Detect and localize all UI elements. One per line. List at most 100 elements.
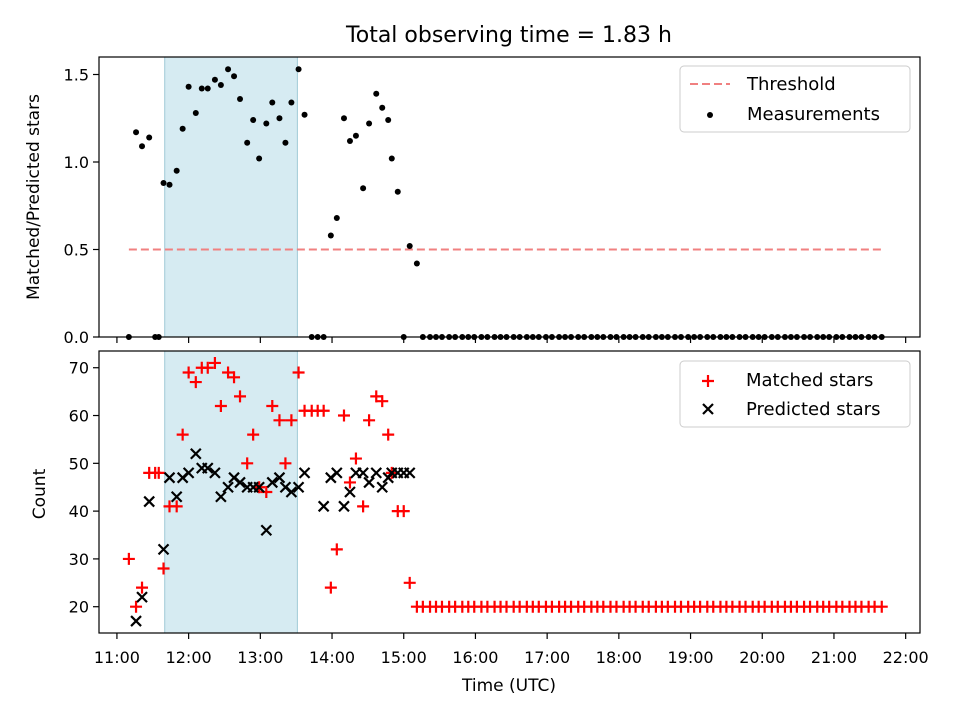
top-y-tick-label: 1.0: [64, 153, 89, 172]
x-tick-label: 14:00: [309, 648, 355, 667]
matched-star-point: [349, 452, 362, 465]
bottom-legend: Matched stars Predicted stars: [679, 360, 911, 428]
x-tick-label: 22:00: [883, 648, 929, 667]
measurement-point: [352, 132, 359, 139]
bottom-y-axis-label: Count: [30, 468, 50, 519]
matched-star-point: [136, 581, 149, 594]
matched-star-point: [130, 600, 143, 613]
shaded-intervals: [164, 56, 298, 634]
matched-star-point: [273, 414, 286, 427]
x-tick-label: 21:00: [811, 648, 857, 667]
measurement-point: [173, 167, 180, 174]
legend-threshold-label: Threshold: [746, 74, 836, 95]
measurement-point: [204, 85, 211, 92]
predicted-star-point: [317, 500, 330, 513]
measurement-point: [360, 185, 367, 192]
predicted-star-point: [376, 481, 389, 493]
matched-star-point: [152, 466, 165, 479]
measurement-point: [301, 111, 308, 118]
bottom-legend-box: [679, 360, 911, 428]
matched-star-point: [122, 552, 135, 565]
predicted-star-point: [370, 467, 383, 479]
measurement-point: [295, 66, 302, 73]
shaded-interval-bottom: [164, 350, 298, 634]
predicted-star-point: [338, 500, 350, 513]
measurement-point: [211, 76, 218, 83]
measurement-point: [231, 73, 238, 80]
matched-star-point: [201, 361, 214, 374]
matched-stars-series: [122, 356, 888, 613]
predicted-star-point: [222, 481, 234, 493]
measurement-point: [394, 188, 401, 195]
x-tick-label: 13:00: [237, 648, 283, 667]
x-axis-label: Time (UTC): [461, 676, 556, 696]
measurement-point: [413, 260, 420, 267]
measurement-point: [346, 138, 353, 144]
predicted-star-point: [298, 467, 311, 479]
bottom-y-tick-label: 20: [69, 598, 89, 617]
top-y-tick-label: 0.0: [64, 328, 89, 347]
measurement-point: [269, 99, 276, 106]
matched-star-point: [170, 500, 183, 513]
measurement-point: [192, 110, 199, 116]
matched-star-point: [208, 356, 221, 369]
predicted-star-point: [136, 591, 148, 603]
measurement-point: [217, 82, 224, 88]
predicted-star-point: [170, 491, 183, 503]
legend-matched-swatch: [702, 375, 714, 387]
matched-star-point: [279, 457, 292, 470]
x-tick-label: 20:00: [739, 648, 785, 667]
legend-measurements-swatch: [707, 112, 713, 118]
predicted-star-point: [157, 543, 170, 556]
predicted-star-point: [344, 486, 356, 498]
top-axes-frame: [98, 56, 921, 338]
x-tick-label: 15:00: [381, 648, 427, 667]
matched-star-point: [157, 562, 170, 575]
predicted-star-point: [163, 471, 176, 484]
matched-star-point: [285, 414, 298, 427]
matched-star-point: [241, 457, 254, 470]
matched-star-point: [324, 581, 337, 594]
x-tick-label: 19:00: [667, 648, 713, 667]
predicted-star-point: [253, 481, 265, 493]
measurement-point: [256, 155, 263, 162]
matched-star-point: [875, 600, 888, 613]
measurement-point: [133, 129, 140, 136]
measurement-point: [160, 180, 167, 186]
bottom-y-tick-label: 50: [69, 454, 89, 473]
matched-star-point: [403, 576, 416, 589]
matched-star-point: [376, 395, 389, 408]
chart-title: Total observing time = 1.83 h: [345, 23, 672, 48]
matched-star-point: [337, 409, 350, 422]
legend-predicted-swatch: [702, 403, 714, 415]
measurement-point: [366, 120, 373, 127]
x-tick-label: 16:00: [452, 648, 498, 667]
measurement-point: [139, 143, 146, 150]
predicted-star-point: [266, 476, 279, 489]
legend-predicted-label: Predicted stars: [746, 399, 880, 420]
matched-star-point: [266, 399, 279, 412]
x-tick-label: 18:00: [596, 648, 642, 667]
measurement-point: [250, 117, 257, 123]
predicted-star-point: [285, 486, 298, 498]
x-tick-label: 12:00: [166, 648, 212, 667]
predicted-star-point: [363, 476, 375, 489]
top-y-axis: 0.0 0.5 1.0 1.5: [64, 66, 99, 347]
measurement-point: [406, 243, 413, 249]
legend-measurements-label: Measurements: [747, 104, 880, 125]
measurement-point: [237, 96, 244, 102]
predicted-star-point: [130, 615, 142, 627]
top-legend-box: [679, 65, 911, 133]
predicted-star-point: [143, 495, 155, 508]
shaded-interval-top: [164, 56, 298, 338]
matched-star-point: [228, 371, 241, 384]
matched-star-point: [176, 428, 189, 441]
bottom-y-tick-label: 60: [69, 407, 89, 426]
bottom-y-tick-label: 40: [69, 502, 89, 521]
matched-star-point: [357, 500, 370, 513]
measurement-point: [225, 66, 232, 73]
measurement-point: [185, 83, 192, 90]
top-y-tick-label: 0.5: [64, 241, 89, 260]
predicted-star-point: [234, 476, 246, 489]
